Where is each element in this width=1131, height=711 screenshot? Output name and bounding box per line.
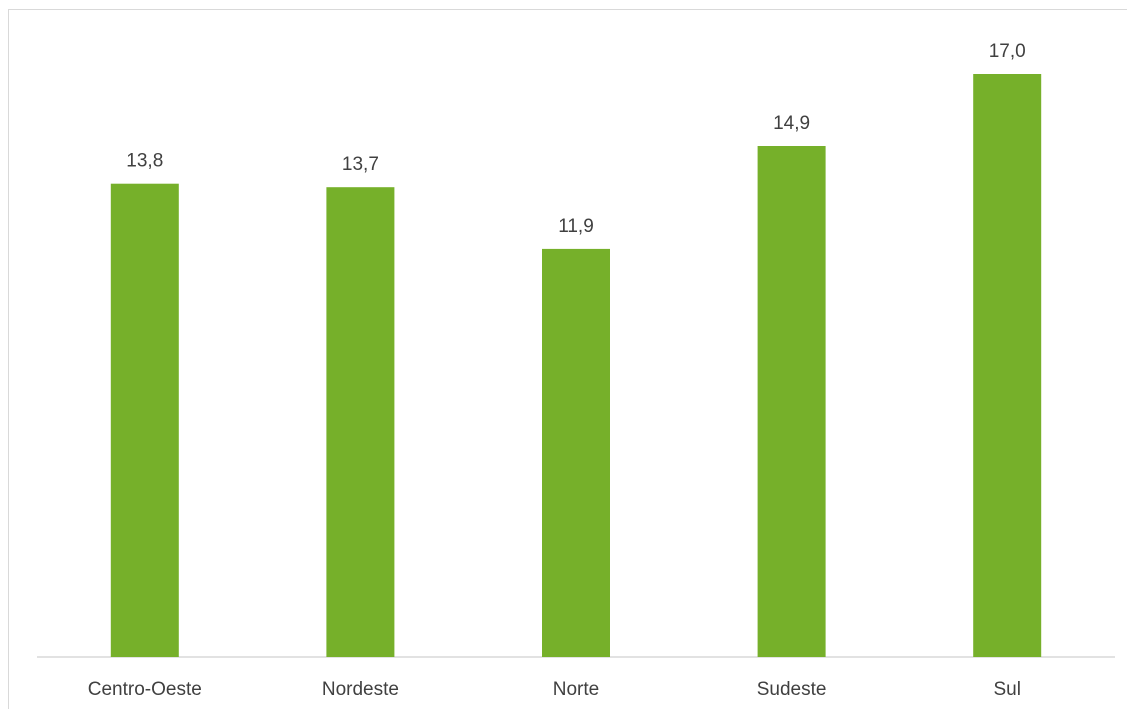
- x-tick-label: Norte: [553, 679, 599, 700]
- bar-value-label: 17,0: [989, 41, 1026, 62]
- x-tick-label: Sudeste: [757, 679, 827, 700]
- bar-value-label: 13,7: [342, 154, 379, 175]
- x-tick-label: Centro-Oeste: [88, 679, 202, 700]
- value-labels-layer: 13,8 13,7 11,9 14,9 17,0: [126, 41, 1025, 237]
- bar-value-label: 11,9: [558, 216, 594, 237]
- bar-nordeste: [326, 187, 394, 657]
- bar-norte: [542, 249, 610, 657]
- bars-layer: [111, 74, 1041, 657]
- x-tick-labels-layer: Centro-Oeste Nordeste Norte Sudeste Sul: [88, 679, 1021, 700]
- bar-sudeste: [758, 146, 826, 657]
- bar-sul: [973, 74, 1041, 657]
- bar-value-label: 13,8: [126, 151, 163, 172]
- bar-centro-oeste: [111, 184, 179, 657]
- bar-value-label: 14,9: [773, 113, 810, 134]
- x-tick-label: Sul: [993, 679, 1020, 700]
- x-tick-label: Nordeste: [322, 679, 399, 700]
